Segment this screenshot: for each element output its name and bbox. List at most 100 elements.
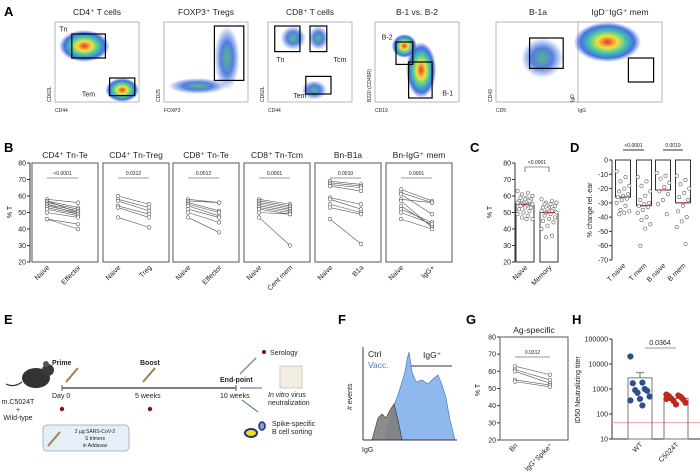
panel-label-f: F — [338, 312, 346, 327]
vaccine-line-2: S trimers — [85, 436, 106, 442]
pair-line — [258, 205, 291, 212]
data-point — [542, 213, 547, 218]
pair-line — [329, 182, 362, 187]
blood-drop-icon — [262, 350, 266, 354]
data-point — [667, 180, 672, 185]
p-value: 0.0312 — [525, 350, 541, 356]
data-point — [639, 218, 644, 223]
density-cloud — [521, 38, 564, 78]
gate-label: IgG⁺ — [423, 350, 442, 360]
plate-icon — [279, 365, 303, 389]
data-point — [664, 212, 669, 217]
panel-f-histogram: Ctrl Vacc. IgG⁺ IgG # events — [347, 347, 457, 454]
gate — [528, 37, 564, 69]
pair-line — [46, 200, 79, 208]
pair-line — [258, 212, 291, 215]
data-point — [554, 200, 559, 205]
data-point — [623, 203, 628, 208]
x-tick-label: Memory — [531, 264, 554, 287]
panel-label-b: B — [4, 140, 13, 155]
data-point — [614, 200, 619, 205]
gate-label: B-2 — [382, 35, 393, 42]
data-point — [682, 399, 689, 406]
y-axis-label: % T — [487, 205, 494, 218]
data-point — [662, 185, 667, 190]
pair-line — [400, 192, 433, 203]
x-tick-label: Effector — [201, 264, 223, 286]
gate — [395, 41, 414, 65]
pair-line — [400, 194, 433, 215]
pair-line — [117, 217, 150, 228]
x-axis-label: FOXP3 — [164, 108, 181, 114]
x-axis-label: CD44 — [268, 108, 281, 114]
gate-label: Tn — [59, 27, 67, 34]
data-point — [522, 205, 527, 210]
pair-line — [329, 199, 362, 210]
pair-line — [46, 205, 79, 213]
data-point — [554, 210, 559, 215]
data-point — [629, 380, 636, 387]
data-point — [358, 241, 364, 246]
data-point — [519, 192, 524, 197]
mouse-label-3: Wild-type — [3, 415, 32, 422]
y-axis-label: B220 (CD45R) — [367, 69, 373, 102]
y-tick-label: 60 — [488, 369, 496, 376]
data-point — [256, 215, 262, 220]
x-tick-label: B naive — [646, 262, 668, 284]
data-point — [516, 207, 521, 212]
subplot-title: Bn-B1a — [334, 150, 363, 160]
flow-plot-title: FOXP3⁺ Tregs — [178, 7, 234, 17]
blood-drop-icon — [147, 406, 153, 412]
pair-line — [187, 208, 220, 218]
p-value: <0.0001 — [528, 160, 546, 166]
y-axis-label: CD25 — [156, 89, 162, 102]
y-tick-label: 60 — [18, 194, 26, 201]
data-point — [358, 202, 364, 207]
data-point — [429, 212, 435, 217]
data-point — [548, 202, 553, 207]
data-point — [519, 215, 524, 220]
data-point — [549, 198, 554, 203]
data-point — [638, 243, 643, 248]
flow-plot-icon — [244, 421, 266, 438]
data-point — [618, 179, 623, 184]
data-point — [185, 210, 191, 215]
pair-line — [514, 369, 551, 381]
flow-plot-title: IgD⁻IgG⁺ mem — [591, 7, 648, 17]
data-point — [674, 173, 679, 178]
data-point — [646, 393, 653, 400]
endpoint-label: End-point — [220, 377, 253, 384]
data-point — [543, 235, 548, 240]
data-point — [627, 353, 634, 360]
data-point — [679, 219, 684, 224]
data-point — [545, 223, 550, 228]
subplot-title: CD4⁺ Tn-Treg — [109, 150, 163, 160]
legend-vacc: Vacc. — [368, 360, 389, 370]
density-cloud — [168, 78, 228, 94]
p-value: 0.0001 — [267, 171, 283, 177]
panel-label-g: G — [466, 312, 476, 327]
data-point — [663, 173, 668, 178]
data-point — [680, 203, 685, 208]
data-point — [429, 221, 435, 227]
y-tick-label: -60 — [598, 243, 608, 250]
plot-frame — [499, 336, 569, 441]
data-point — [545, 207, 550, 212]
pair-line — [187, 200, 220, 203]
data-point — [665, 192, 670, 197]
data-point — [327, 217, 333, 222]
panel-g-paired-plot: 20 30 40 50 60 70 80 Ag-specific % T 0.0312 Bn IgG⁺… — [475, 325, 569, 473]
p-value: 0.0019 — [665, 143, 681, 149]
data-point — [648, 189, 653, 194]
data-point — [429, 226, 435, 232]
gate — [309, 25, 328, 53]
gate — [408, 61, 433, 99]
p-value: <0.0001 — [624, 143, 642, 149]
x-tick-label: Naive — [34, 264, 52, 282]
boost-label: Boost — [140, 360, 161, 367]
arrow — [241, 399, 259, 413]
chart-title: Ag-specific — [513, 325, 555, 335]
pair-line — [117, 195, 150, 205]
data-point — [643, 226, 648, 231]
p-value: 0.0012 — [196, 171, 212, 177]
